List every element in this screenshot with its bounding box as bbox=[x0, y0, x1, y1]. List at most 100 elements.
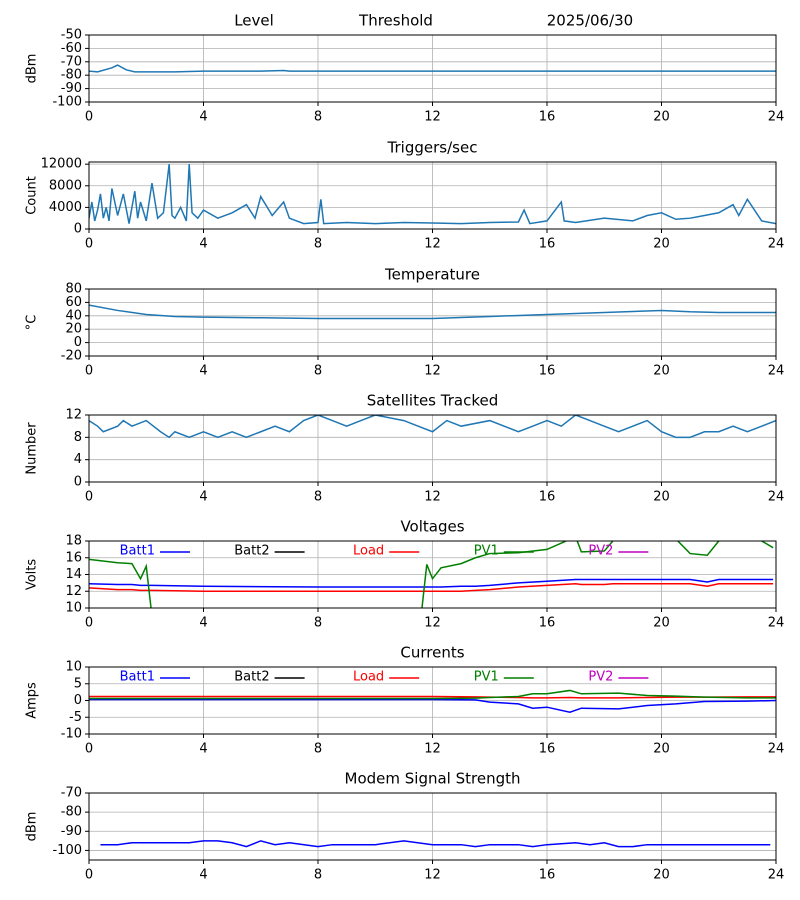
y-axis-label: Count bbox=[25, 176, 40, 215]
x-tick-label: 8 bbox=[314, 742, 322, 757]
x-tick-label: 16 bbox=[539, 616, 556, 631]
x-tick-label: 16 bbox=[539, 742, 556, 757]
data-line bbox=[89, 689, 776, 700]
y-tick-label: -5 bbox=[69, 710, 82, 725]
x-tick-label: 8 bbox=[314, 616, 322, 631]
y-tick-label: -20 bbox=[61, 349, 82, 364]
x-tick-label: 24 bbox=[768, 364, 785, 379]
x-tick-label: 12 bbox=[424, 364, 441, 379]
y-tick-label: -70 bbox=[61, 54, 82, 69]
x-tick-label: 24 bbox=[768, 868, 785, 883]
y-axis-label: Volts bbox=[25, 559, 40, 591]
y-tick-label: 12 bbox=[65, 584, 82, 599]
data-line bbox=[100, 840, 771, 848]
y-axis-label: Amps bbox=[25, 682, 40, 719]
panel-title: Temperature bbox=[384, 266, 480, 284]
y-axis-label: dBm bbox=[25, 812, 40, 842]
x-tick-label: 24 bbox=[768, 237, 785, 252]
x-tick-label: 8 bbox=[314, 364, 322, 379]
x-tick-label: 4 bbox=[199, 237, 207, 252]
x-tick-label: 24 bbox=[768, 742, 785, 757]
x-tick-label: 20 bbox=[653, 616, 670, 631]
x-tick-label: 16 bbox=[539, 364, 556, 379]
y-tick-label: -70 bbox=[61, 786, 82, 801]
y-axis-label: Number bbox=[25, 422, 40, 475]
y-tick-label: 40 bbox=[65, 308, 82, 323]
y-tick-label: 10 bbox=[65, 601, 82, 616]
y-tick-label: 0 bbox=[74, 222, 82, 237]
y-tick-label: 4000 bbox=[49, 200, 82, 215]
x-tick-label: 20 bbox=[653, 742, 670, 757]
data-line bbox=[89, 698, 776, 714]
legend-label: Load bbox=[353, 544, 384, 559]
x-tick-label: 0 bbox=[85, 490, 93, 505]
y-tick-label: 18 bbox=[65, 534, 82, 549]
x-tick-label: 12 bbox=[424, 237, 441, 252]
y-tick-label: -80 bbox=[61, 805, 82, 820]
x-tick-label: 20 bbox=[653, 868, 670, 883]
legend-label: PV1 bbox=[474, 544, 499, 559]
x-tick-label: 20 bbox=[653, 364, 670, 379]
x-tick-label: 16 bbox=[539, 237, 556, 252]
legend-label: Batt1 bbox=[120, 670, 155, 685]
y-tick-label: 8000 bbox=[49, 178, 82, 193]
data-line bbox=[89, 164, 776, 225]
y-tick-label: -100 bbox=[52, 843, 82, 858]
y-tick-label: 20 bbox=[65, 322, 82, 337]
legend-label: Batt2 bbox=[234, 670, 269, 685]
data-line bbox=[89, 582, 774, 592]
x-tick-label: 0 bbox=[85, 868, 93, 883]
plot-frame bbox=[88, 414, 777, 483]
x-tick-label: 12 bbox=[424, 616, 441, 631]
legend-label: Load bbox=[353, 670, 384, 685]
panel-title: Voltages bbox=[400, 518, 464, 536]
x-tick-label: 24 bbox=[768, 110, 785, 125]
x-tick-label: 8 bbox=[314, 237, 322, 252]
y-tick-label: 0 bbox=[74, 335, 82, 350]
y-tick-label: 14 bbox=[65, 567, 82, 582]
legend-label: Batt2 bbox=[234, 544, 269, 559]
y-tick-label: -90 bbox=[61, 81, 82, 96]
y-tick-label: 80 bbox=[65, 282, 82, 297]
plot-frame bbox=[88, 34, 777, 103]
y-tick-label: -90 bbox=[61, 824, 82, 839]
x-tick-label: 0 bbox=[85, 742, 93, 757]
panel-title: Level bbox=[234, 12, 274, 30]
x-tick-label: 0 bbox=[85, 110, 93, 125]
x-tick-label: 0 bbox=[85, 616, 93, 631]
x-tick-label: 12 bbox=[424, 868, 441, 883]
plot-frame bbox=[88, 792, 777, 861]
x-tick-label: 12 bbox=[424, 110, 441, 125]
y-tick-label: 16 bbox=[65, 550, 82, 565]
plot-frame bbox=[88, 540, 777, 609]
x-tick-label: 20 bbox=[653, 237, 670, 252]
y-tick-label: 10 bbox=[65, 660, 82, 675]
legend-label: Batt1 bbox=[120, 544, 155, 559]
y-tick-label: -60 bbox=[61, 41, 82, 56]
x-tick-label: 8 bbox=[314, 110, 322, 125]
y-tick-label: -10 bbox=[61, 727, 82, 742]
plot-frame bbox=[88, 666, 777, 735]
y-tick-label: -50 bbox=[61, 28, 82, 43]
x-tick-label: 24 bbox=[768, 490, 785, 505]
panel-title: Threshold bbox=[358, 12, 433, 30]
y-tick-label: 0 bbox=[74, 475, 82, 490]
legend-label: PV2 bbox=[588, 544, 613, 559]
plot-frame bbox=[88, 161, 777, 230]
panel-title: Currents bbox=[400, 644, 464, 662]
x-tick-label: 20 bbox=[653, 490, 670, 505]
x-tick-label: 0 bbox=[85, 237, 93, 252]
x-tick-label: 12 bbox=[424, 490, 441, 505]
y-tick-label: 5 bbox=[74, 676, 82, 691]
data-line bbox=[89, 541, 774, 608]
x-tick-label: 4 bbox=[199, 110, 207, 125]
x-tick-label: 4 bbox=[199, 490, 207, 505]
legend-label: PV2 bbox=[588, 670, 613, 685]
data-line bbox=[89, 304, 776, 320]
y-tick-label: 0 bbox=[74, 693, 82, 708]
y-tick-label: 4 bbox=[74, 452, 82, 467]
x-tick-label: 16 bbox=[539, 868, 556, 883]
y-tick-label: -100 bbox=[52, 95, 82, 110]
y-tick-label: 8 bbox=[74, 430, 82, 445]
